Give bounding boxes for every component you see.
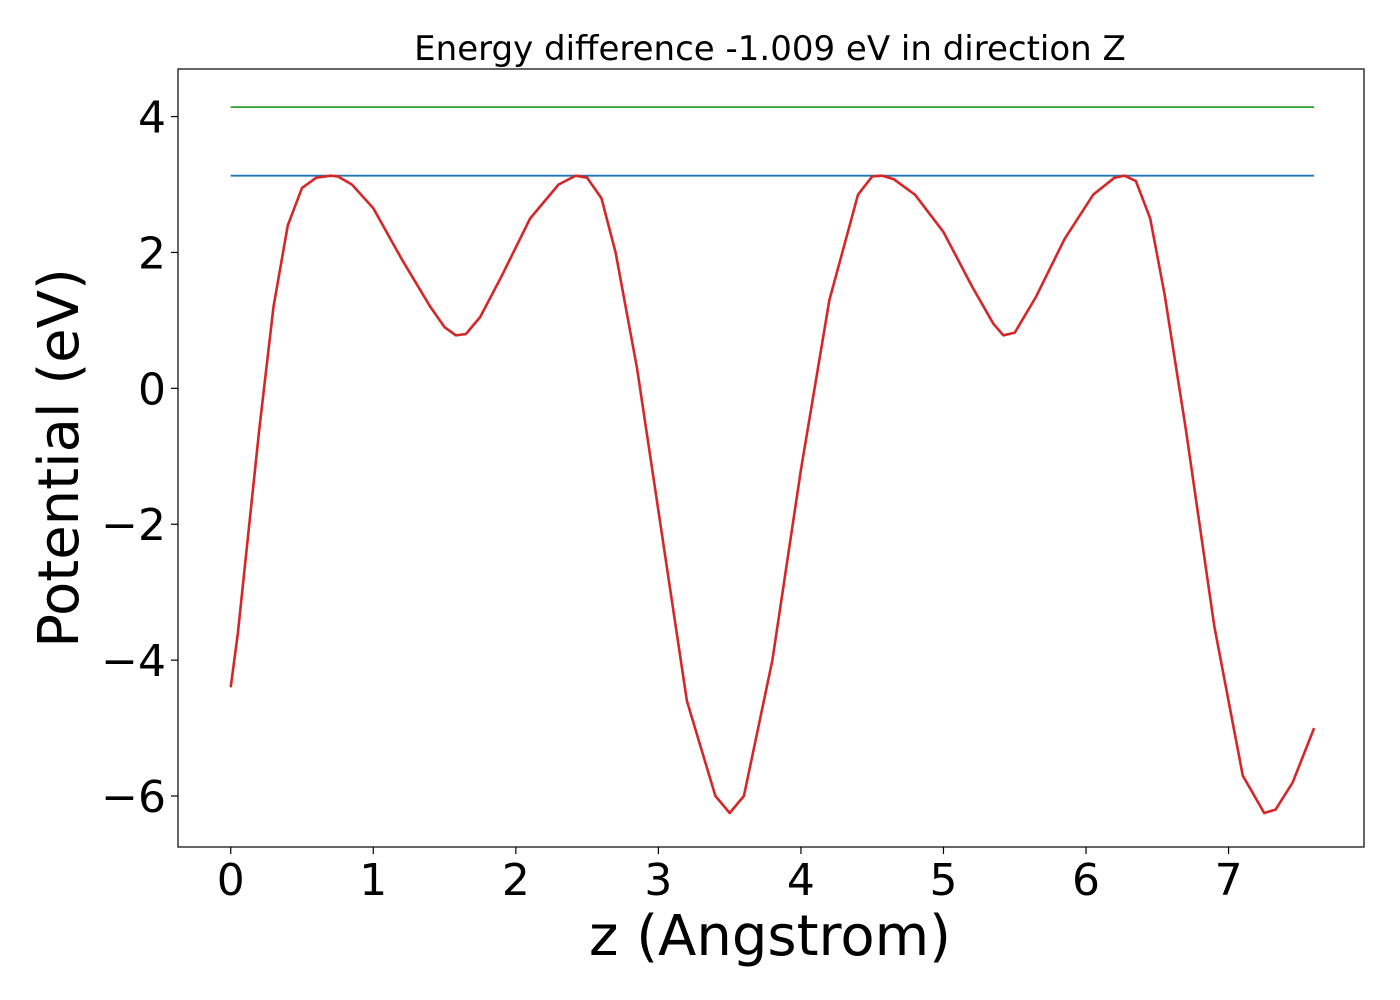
plot-frame (177, 68, 1365, 848)
x-tick-label: 2 (502, 855, 530, 906)
x-tick-label: 5 (929, 855, 957, 906)
y-axis-ticks: −6 −4 −2 0 2 4 (101, 93, 178, 823)
y-tick-label: 4 (138, 93, 166, 144)
x-tick-label: 7 (1215, 855, 1243, 906)
y-tick-label: 0 (138, 364, 166, 415)
y-tick-label: −2 (101, 500, 166, 551)
series-line-3 (229, 174, 1316, 815)
y-tick-label: −4 (101, 636, 166, 687)
y-axis-label: Potential (eV) (27, 268, 92, 648)
chart-title: Energy difference -1.009 eV in direction… (414, 29, 1126, 69)
x-tick-label: 0 (217, 855, 245, 906)
y-tick-label: 2 (138, 228, 166, 279)
x-tick-label: 3 (644, 855, 672, 906)
series-layer (229, 106, 1316, 815)
x-axis-label: z (Angstrom) (589, 904, 951, 969)
x-tick-label: 4 (787, 855, 815, 906)
x-axis-ticks: 0 1 2 3 4 5 6 7 (217, 847, 1243, 906)
y-tick-label: −6 (101, 772, 166, 823)
x-tick-label: 6 (1072, 855, 1100, 906)
x-tick-label: 1 (359, 855, 387, 906)
